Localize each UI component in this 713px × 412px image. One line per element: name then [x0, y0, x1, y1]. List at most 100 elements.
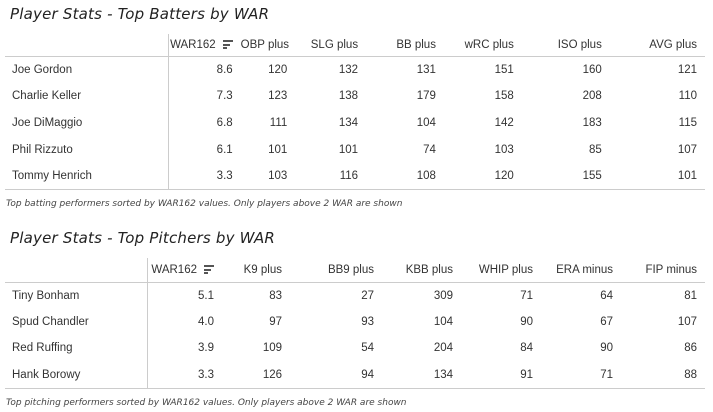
stat-cell: 84 — [520, 342, 533, 355]
batters-table: WAR162 OBP plus SLG plus BB plus wRC plus ISO… — [5, 34, 705, 190]
player-name: Tommy Henrich — [5, 163, 170, 190]
stat-cell: 54 — [361, 342, 374, 355]
table-row[interactable]: Red Ruffing 3.9 109 54 204 84 90 86 — [5, 335, 705, 362]
table-row[interactable]: Tommy Henrich 3.3 103 116 108 120 155 101 — [5, 163, 705, 190]
pitchers-table: WAR162 K9 plus BB9 plus KBB plus WHIP plus ER… — [5, 258, 705, 389]
pitchers-title: Player Stats - Top Pitchers by WAR — [10, 229, 276, 247]
pitchers-caption: Top pitching performers sorted by WAR162… — [6, 398, 407, 408]
player-name: Phil Rizzuto — [5, 136, 170, 164]
stat-cell: 126 — [262, 368, 282, 381]
player-name: Tiny Bonham — [5, 282, 148, 309]
stat-cell: 91 — [520, 368, 533, 381]
column-header-label: ISO plus — [557, 38, 602, 51]
stat-cell: 4.0 — [198, 315, 214, 328]
column-header[interactable]: K9 plus — [222, 258, 290, 282]
stat-cell: 116 — [339, 170, 359, 183]
column-header-label: FIP minus — [645, 263, 697, 276]
stat-cell: 151 — [494, 63, 514, 76]
table-row[interactable]: Joe DiMaggio 6.8 111 134 104 142 183 115 — [5, 109, 705, 137]
stat-cell: 204 — [433, 342, 453, 355]
column-header[interactable]: FIP minus — [621, 258, 705, 282]
player-name: Joe Gordon — [5, 56, 170, 83]
stat-cell: 104 — [416, 116, 436, 129]
stat-cell: 93 — [361, 315, 374, 328]
column-header[interactable] — [5, 34, 170, 56]
column-header-label: wRC plus — [464, 38, 514, 51]
table-row[interactable]: Hank Borowy 3.3 126 94 134 91 71 88 — [5, 361, 705, 388]
column-header[interactable]: AVG plus — [610, 34, 705, 56]
player-name: Joe DiMaggio — [5, 109, 170, 137]
stat-cell: 7.3 — [216, 90, 233, 103]
table-row[interactable]: Tiny Bonham 5.1 83 27 309 71 64 81 — [5, 282, 705, 309]
column-header[interactable]: ERA minus — [541, 258, 621, 282]
stat-cell: 158 — [494, 90, 514, 103]
stat-cell: 183 — [582, 116, 602, 129]
column-header-label: AVG plus — [649, 38, 697, 51]
stat-cell: 111 — [269, 116, 288, 129]
stat-cell: 27 — [361, 289, 374, 302]
stat-cell: 88 — [684, 368, 697, 381]
table-row[interactable]: Phil Rizzuto 6.1 101 101 74 103 85 107 — [5, 136, 705, 164]
column-header[interactable]: WHIP plus — [461, 258, 541, 282]
column-header[interactable]: BB plus — [366, 34, 444, 56]
player-name: Red Ruffing — [5, 335, 148, 362]
table-row[interactable]: Spud Chandler 4.0 97 93 104 90 67 107 — [5, 308, 705, 335]
header-row: WAR162 OBP plus SLG plus BB plus wRC plus ISO… — [5, 34, 705, 56]
stat-cell: 155 — [582, 170, 602, 183]
stat-cell: 134 — [433, 368, 453, 381]
stat-cell: 108 — [416, 170, 436, 183]
stat-cell: 74 — [423, 143, 436, 156]
stat-cell: 71 — [600, 368, 613, 381]
table-row[interactable]: Charlie Keller 7.3 123 138 179 158 208 110 — [5, 82, 705, 110]
stat-cell: 132 — [338, 63, 359, 76]
column-header[interactable]: ISO plus — [522, 34, 610, 56]
stat-cell: 81 — [684, 289, 697, 302]
stat-cell: 104 — [433, 315, 453, 328]
column-header[interactable]: wRC plus — [444, 34, 522, 56]
stat-cell: 83 — [269, 289, 282, 302]
stat-cell: 3.9 — [198, 342, 214, 355]
stat-cell: 101 — [268, 143, 288, 156]
stat-cell: 123 — [268, 90, 288, 103]
column-header-label: BB plus — [396, 38, 436, 51]
column-header-label: KBB plus — [405, 263, 453, 276]
batters-caption: Top batting performers sorted by WAR162 … — [6, 199, 403, 209]
stat-cell: 90 — [600, 342, 613, 355]
stat-cell: 101 — [677, 170, 697, 183]
column-header[interactable] — [5, 258, 148, 282]
stat-cell: 101 — [338, 143, 359, 156]
column-header[interactable]: BB9 plus — [290, 258, 382, 282]
stat-cell: 109 — [262, 342, 282, 355]
sort-descending-icon[interactable] — [222, 40, 233, 50]
stat-cell: 64 — [600, 289, 613, 302]
column-header[interactable]: WAR162 — [169, 34, 241, 56]
stat-cell: 3.3 — [216, 170, 233, 183]
header-row: WAR162 K9 plus BB9 plus KBB plus WHIP plus ER… — [5, 258, 705, 282]
column-header[interactable]: SLG plus — [295, 34, 366, 56]
stat-cell: 90 — [520, 315, 533, 328]
stat-cell: 208 — [582, 90, 602, 103]
column-header[interactable]: OBP plus — [241, 34, 296, 56]
stat-cell: 309 — [433, 289, 453, 302]
stat-cell: 142 — [494, 116, 514, 129]
stat-cell: 86 — [684, 342, 697, 355]
sort-descending-icon[interactable] — [204, 265, 214, 275]
stat-cell: 134 — [338, 116, 359, 129]
column-header-label: SLG plus — [310, 38, 359, 51]
column-header-label: WAR162 — [170, 38, 216, 51]
column-header[interactable]: WAR162 — [147, 258, 222, 282]
table-row[interactable]: Joe Gordon 8.6 120 132 131 151 160 121 — [5, 56, 705, 83]
stat-cell: 6.8 — [216, 116, 233, 129]
stat-cell: 3.3 — [198, 368, 214, 381]
stat-cell: 121 — [677, 63, 697, 76]
stat-cell: 107 — [677, 315, 697, 328]
column-header[interactable]: KBB plus — [382, 258, 461, 282]
batters-title: Player Stats - Top Batters by WAR — [10, 5, 270, 23]
column-header-label: BB9 plus — [327, 263, 374, 276]
stat-cell: 67 — [600, 315, 613, 328]
stat-cell: 120 — [268, 63, 288, 76]
column-header-label: WAR162 — [151, 263, 197, 276]
stat-cell: 85 — [589, 143, 602, 156]
column-header-label: K9 plus — [243, 263, 282, 276]
player-name: Hank Borowy — [5, 361, 148, 388]
